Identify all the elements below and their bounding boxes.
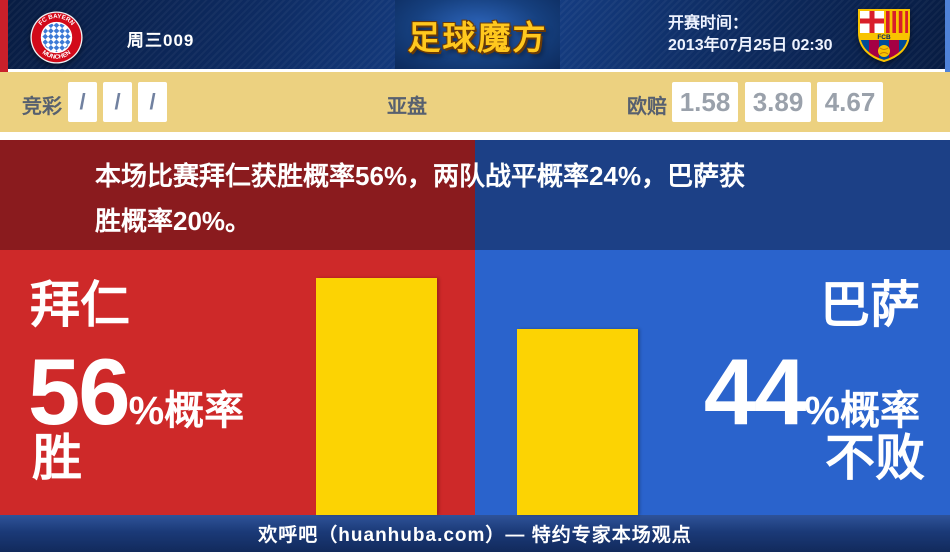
home-outcome-label: 胜 — [32, 430, 82, 486]
kickoff-time-block: 开赛时间： 2013年07月25日 02:30 — [668, 13, 833, 57]
home-percent-row: 56 %概率 — [28, 345, 244, 439]
odds-bar: 竞彩 / / / 亚盘 欧赔 1.58 3.89 4.67 — [0, 72, 950, 132]
away-team-name: 巴萨 — [820, 277, 920, 333]
site-logo-text: 足球魔方 — [407, 18, 548, 56]
barcelona-crest-icon: FCB — [855, 7, 913, 70]
left-red-edge-stripe — [0, 0, 8, 72]
home-probability-bar — [316, 278, 437, 515]
oupei-away-odds-box: 4.67 — [817, 82, 883, 122]
jingcai-label: 竞彩 — [22, 96, 62, 118]
footer-text: 欢呼吧（huanhuba.com）— 特约专家本场观点 — [258, 525, 692, 546]
jingcai-odds-box: / — [103, 82, 132, 122]
match-code: 周三009 — [127, 31, 195, 50]
kickoff-label: 开赛时间： — [668, 15, 749, 32]
barcelona-crest-band-text: FCB — [877, 34, 891, 41]
oupei-draw-odds-box: 3.89 — [745, 82, 811, 122]
away-unbeaten-percent: 44 — [703, 339, 807, 444]
oupei-label: 欧赔 — [627, 96, 667, 118]
home-win-percent: 56 — [28, 339, 131, 444]
home-team-name: 拜仁 — [30, 277, 130, 333]
away-probability-bar — [517, 329, 638, 515]
jingcai-odds-box: / — [68, 82, 97, 122]
away-percent-row: 44 %概率 — [704, 345, 920, 439]
footer: 欢呼吧（huanhuba.com）— 特约专家本场观点 — [0, 515, 950, 552]
probability-panels: 拜仁 56 %概率 胜 巴萨 44 %概率 不败 — [0, 250, 950, 515]
home-percent-suffix: %概率 — [128, 389, 245, 433]
site-logo: 足球魔方 — [395, 0, 560, 69]
summary-line-1: 本场比赛拜仁获胜概率56%，两队战平概率24%，巴萨获 — [95, 161, 746, 191]
jingcai-odds-box: / — [138, 82, 167, 122]
summary-line-2: 胜概率20%。 — [95, 206, 252, 236]
yapan-label: 亚盘 — [387, 96, 427, 118]
match-header: FC BAYERN MÜNCHEN 周三009 足球魔方 开赛时间： 2013年… — [0, 0, 950, 72]
summary-strip: 本场比赛拜仁获胜概率56%，两队战平概率24%，巴萨获 胜概率20%。 — [0, 140, 950, 250]
bayern-crest-icon: FC BAYERN MÜNCHEN — [30, 11, 83, 69]
white-divider — [0, 132, 950, 140]
right-blue-edge-stripe — [945, 0, 950, 72]
away-panel-barcelona: 巴萨 44 %概率 不败 — [475, 250, 950, 515]
away-outcome-label: 不败 — [825, 430, 925, 486]
home-panel-bayern: 拜仁 56 %概率 胜 — [0, 250, 475, 515]
kickoff-time: 2013年07月25日 02:30 — [668, 37, 833, 54]
oupei-home-odds-box: 1.58 — [672, 82, 738, 122]
away-percent-suffix: %概率 — [804, 389, 920, 433]
